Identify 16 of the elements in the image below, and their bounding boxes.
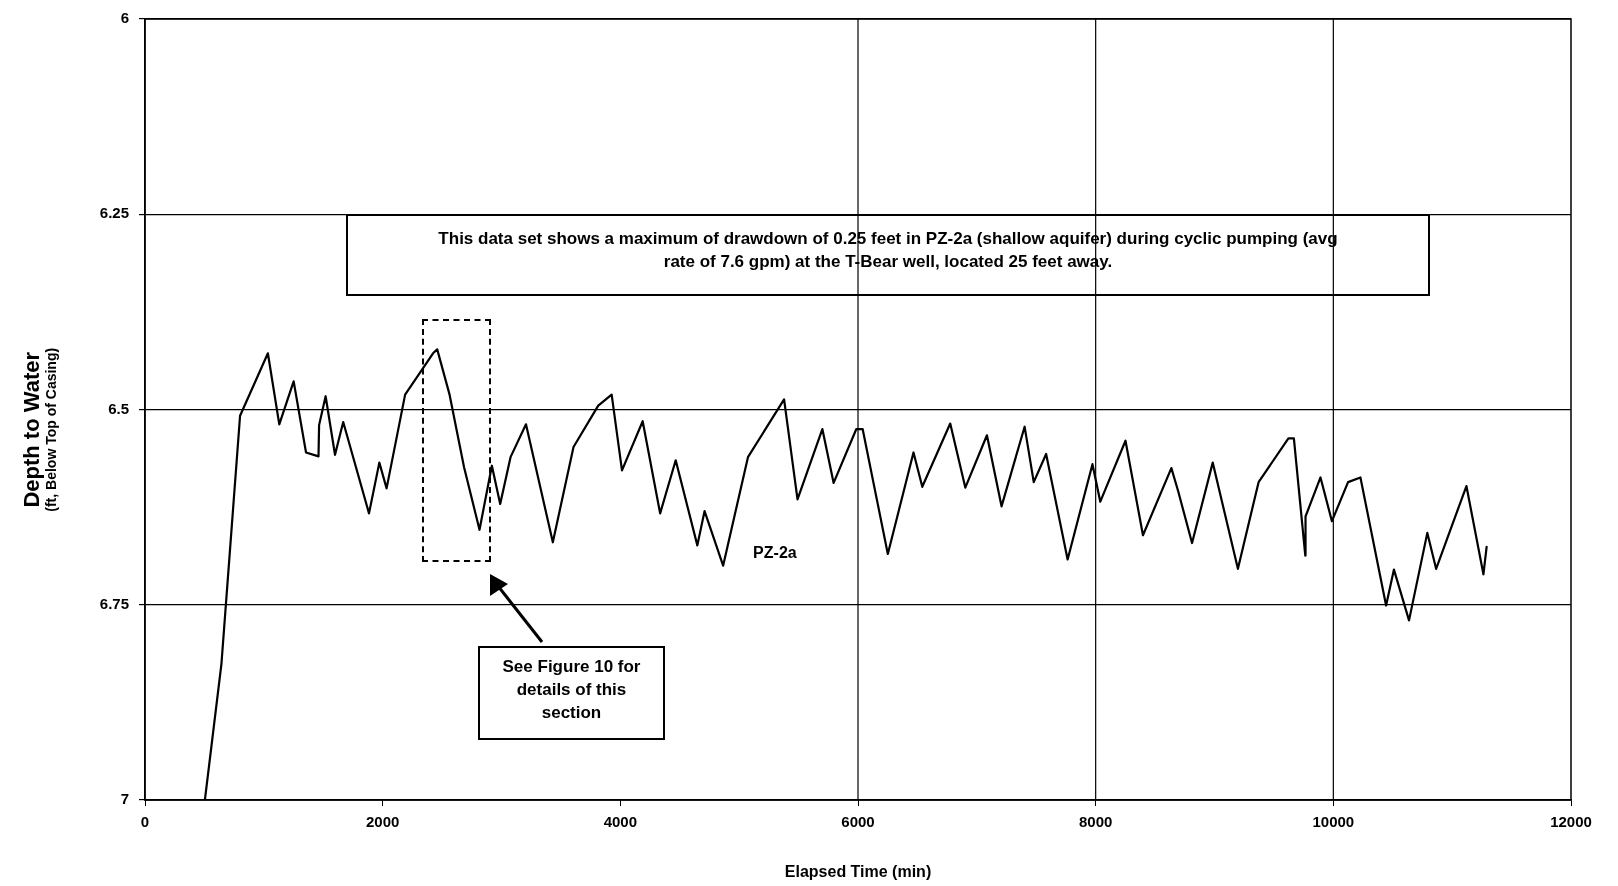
x-tick-label: 4000: [603, 813, 638, 831]
x-tick-label: 0: [140, 813, 150, 831]
x-tick-label: 6000: [841, 813, 875, 831]
x-tick-label: 8000: [1078, 813, 1113, 831]
y-tick-label: 6.75: [99, 594, 129, 612]
y-tick-label: 6.5: [108, 399, 129, 417]
series-label: PZ-2a: [753, 544, 797, 562]
x-tick-label: 2000: [365, 813, 400, 831]
y-tick-label: 6: [120, 9, 129, 27]
x-tick-label: 12000: [1550, 813, 1592, 831]
y-tick-label: 6.25: [99, 204, 129, 222]
y-axis-title: Depth to Water (ft, Below Top of Casing): [19, 346, 60, 514]
annotation: See Figure 10 for details of this section: [478, 646, 665, 740]
x-axis-title: Elapsed Time (min): [784, 862, 932, 880]
y-tick-label: 7: [120, 790, 129, 808]
x-tick-label: 10000: [1312, 813, 1355, 831]
